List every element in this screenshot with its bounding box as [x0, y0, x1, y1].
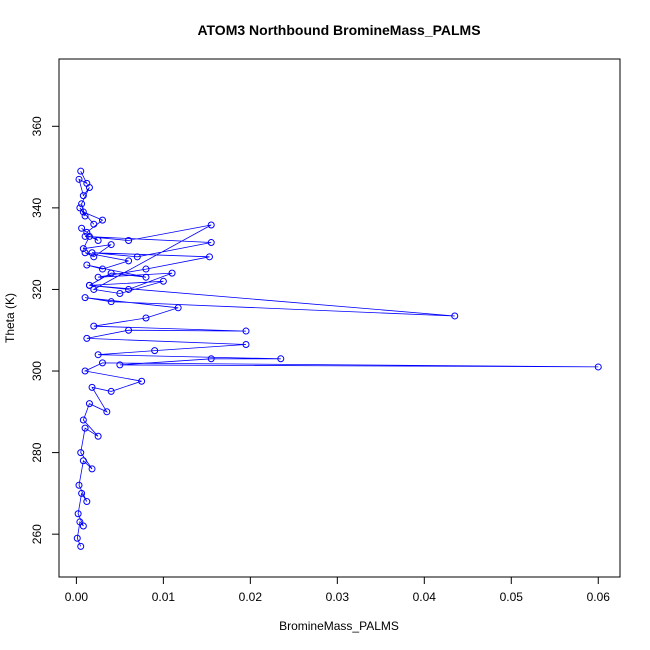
data-point	[83, 498, 91, 506]
data-point	[138, 377, 146, 385]
data-point	[103, 408, 111, 416]
data-point	[168, 269, 176, 277]
data-point	[98, 265, 106, 273]
plot-area	[73, 167, 602, 550]
data-point	[75, 481, 83, 489]
y-tick-label: 360	[30, 116, 44, 136]
data-point	[85, 400, 93, 408]
data-point	[242, 341, 250, 349]
series-line	[76, 171, 599, 547]
data-point	[98, 216, 106, 224]
data-point	[159, 277, 167, 285]
data-point	[142, 314, 150, 322]
data-point	[107, 387, 115, 395]
data-point	[142, 265, 150, 273]
y-tick-label: 320	[30, 279, 44, 299]
data-point	[90, 253, 98, 261]
x-tick-label: 0.01	[152, 590, 176, 604]
data-point	[77, 449, 85, 457]
data-point	[79, 522, 87, 530]
x-tick-label: 0.05	[500, 590, 524, 604]
data-point	[81, 232, 89, 240]
data-point	[116, 290, 124, 298]
data-point	[77, 167, 85, 175]
data-point	[90, 322, 98, 330]
data-point	[125, 285, 133, 293]
x-tick-label: 0.02	[239, 590, 263, 604]
y-axis-label: Theta (K)	[3, 293, 17, 343]
y-tick-label: 340	[30, 198, 44, 218]
data-point	[107, 298, 115, 306]
data-point	[277, 355, 285, 363]
data-point	[88, 383, 96, 391]
data-point	[79, 457, 87, 465]
data-point	[125, 257, 133, 265]
data-point	[88, 465, 96, 473]
data-point	[75, 175, 83, 183]
x-tick-label: 0.04	[413, 590, 437, 604]
data-point	[107, 241, 115, 249]
data-point	[94, 237, 102, 245]
data-point	[76, 518, 84, 526]
data-point	[151, 347, 159, 355]
data-point	[88, 249, 96, 257]
data-point	[85, 183, 93, 191]
data-point	[79, 416, 87, 424]
data-point	[94, 273, 102, 281]
data-point	[79, 245, 87, 253]
data-point	[107, 269, 115, 277]
chart-title: ATOM3 Northbound BromineMass_PALMS	[197, 22, 480, 38]
data-point	[451, 312, 459, 320]
data-point	[90, 220, 98, 228]
data-point	[98, 359, 106, 367]
x-tick-label: 0.03	[326, 590, 350, 604]
data-point	[78, 224, 86, 232]
data-point	[78, 489, 86, 497]
data-point	[125, 237, 133, 245]
data-point	[79, 192, 87, 200]
x-tick-label: 0.06	[587, 590, 611, 604]
y-tick-label: 280	[30, 442, 44, 462]
data-point	[76, 204, 84, 212]
data-point	[94, 432, 102, 440]
data-point	[133, 253, 141, 261]
data-point	[81, 294, 89, 302]
data-point	[142, 273, 150, 281]
x-tick-label: 0.00	[65, 590, 89, 604]
data-point	[90, 285, 98, 293]
y-axis: 260 280 300 320 340 360	[30, 116, 60, 544]
data-point	[73, 534, 81, 542]
data-point	[207, 355, 215, 363]
data-point	[594, 363, 602, 371]
data-point	[116, 361, 124, 369]
data-point	[94, 351, 102, 359]
data-point	[85, 281, 93, 289]
data-point	[78, 200, 86, 208]
data-point	[242, 327, 250, 335]
x-axis-label: BromineMass_PALMS	[279, 619, 399, 633]
data-point	[83, 261, 91, 269]
y-tick-label: 300	[30, 361, 44, 381]
data-point	[79, 208, 87, 216]
data-point	[74, 510, 82, 518]
data-point	[207, 239, 215, 247]
x-axis: 0.00 0.01 0.02 0.03 0.04 0.05 0.06	[65, 576, 611, 604]
data-point	[81, 424, 89, 432]
y-tick-label: 260	[30, 524, 44, 544]
data-point	[125, 326, 133, 334]
data-point	[174, 304, 182, 312]
data-point	[81, 367, 89, 375]
data-point	[205, 253, 213, 261]
data-point	[81, 212, 89, 220]
data-point	[77, 542, 85, 550]
data-point	[81, 249, 89, 257]
data-point	[85, 232, 93, 240]
data-point	[207, 221, 215, 229]
data-point	[83, 334, 91, 342]
